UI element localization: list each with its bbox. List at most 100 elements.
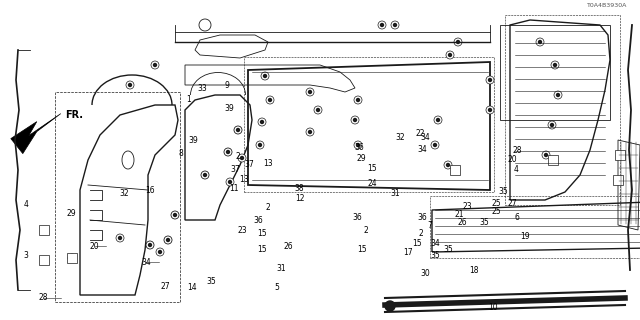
- Circle shape: [356, 99, 360, 101]
- Text: 37: 37: [244, 160, 255, 169]
- Text: 13: 13: [239, 175, 250, 184]
- Text: 26: 26: [457, 218, 467, 227]
- Circle shape: [148, 244, 152, 246]
- Circle shape: [449, 53, 451, 57]
- Text: 26: 26: [283, 242, 293, 251]
- Circle shape: [156, 248, 164, 256]
- Text: 15: 15: [356, 245, 367, 254]
- Circle shape: [434, 116, 442, 124]
- Text: 19: 19: [520, 232, 530, 241]
- Text: 22: 22: [415, 129, 424, 138]
- Text: 33: 33: [197, 84, 207, 93]
- Text: 16: 16: [145, 186, 155, 195]
- Bar: [55, 92, 180, 302]
- Text: 4: 4: [513, 165, 518, 174]
- Circle shape: [256, 141, 264, 149]
- Text: 30: 30: [420, 269, 431, 278]
- Circle shape: [154, 63, 157, 67]
- Text: 38: 38: [294, 184, 305, 193]
- Circle shape: [378, 21, 386, 29]
- Text: 35: 35: [479, 218, 489, 227]
- Text: 5: 5: [274, 284, 279, 292]
- Circle shape: [536, 38, 544, 46]
- Text: 23: 23: [237, 226, 247, 235]
- Circle shape: [146, 241, 154, 249]
- Circle shape: [354, 96, 362, 104]
- Text: 15: 15: [257, 229, 268, 238]
- Circle shape: [446, 51, 454, 59]
- Circle shape: [151, 61, 159, 69]
- Circle shape: [68, 254, 76, 262]
- Text: 11: 11: [229, 184, 238, 193]
- Text: 8: 8: [178, 149, 183, 158]
- Circle shape: [486, 76, 494, 84]
- Text: 2: 2: [419, 229, 424, 238]
- Bar: [450, 165, 460, 175]
- Circle shape: [385, 301, 395, 311]
- Text: 27: 27: [160, 282, 170, 291]
- Text: 32: 32: [396, 133, 406, 142]
- Text: 20: 20: [90, 242, 100, 251]
- Bar: [548, 155, 558, 165]
- Circle shape: [269, 99, 271, 101]
- Text: 2: 2: [364, 226, 369, 235]
- Text: 20: 20: [507, 156, 517, 164]
- Circle shape: [126, 81, 134, 89]
- Bar: [505, 15, 620, 205]
- Circle shape: [447, 164, 449, 166]
- Circle shape: [238, 154, 246, 162]
- Circle shape: [306, 88, 314, 96]
- Circle shape: [258, 118, 266, 126]
- Bar: [67, 253, 77, 263]
- Circle shape: [545, 154, 547, 156]
- Text: 34: 34: [430, 239, 440, 248]
- Bar: [615, 150, 625, 160]
- Circle shape: [444, 161, 452, 169]
- Circle shape: [356, 143, 360, 147]
- Text: 13: 13: [262, 159, 273, 168]
- Text: 3: 3: [23, 252, 28, 260]
- Bar: [430, 196, 640, 258]
- Text: FR.: FR.: [65, 109, 83, 120]
- Text: 10: 10: [488, 303, 498, 312]
- Circle shape: [228, 180, 232, 183]
- Circle shape: [551, 61, 559, 69]
- Text: 7: 7: [428, 221, 433, 230]
- Circle shape: [317, 108, 319, 111]
- Text: 35: 35: [498, 188, 508, 196]
- Text: 25: 25: [492, 199, 502, 208]
- Text: 28: 28: [513, 146, 522, 155]
- Text: 6: 6: [515, 213, 520, 222]
- Text: 39: 39: [224, 104, 234, 113]
- Text: 15: 15: [367, 164, 378, 173]
- Circle shape: [351, 116, 359, 124]
- Circle shape: [259, 143, 262, 147]
- Circle shape: [159, 251, 161, 253]
- Circle shape: [550, 124, 554, 126]
- Circle shape: [433, 143, 436, 147]
- Text: 31: 31: [276, 264, 287, 273]
- Text: 25: 25: [492, 207, 502, 216]
- Circle shape: [164, 236, 172, 244]
- Circle shape: [381, 23, 383, 27]
- Circle shape: [171, 211, 179, 219]
- Text: 15: 15: [412, 239, 422, 248]
- Text: 2: 2: [236, 152, 241, 161]
- Text: 17: 17: [403, 248, 413, 257]
- Circle shape: [488, 108, 492, 111]
- Circle shape: [306, 128, 314, 136]
- Text: 29: 29: [67, 209, 77, 218]
- Circle shape: [486, 106, 494, 114]
- Circle shape: [391, 21, 399, 29]
- Text: 34: 34: [417, 145, 428, 154]
- Circle shape: [199, 19, 211, 31]
- Text: 37: 37: [230, 165, 241, 174]
- Text: 34: 34: [420, 133, 430, 142]
- Circle shape: [554, 63, 557, 67]
- Text: 9: 9: [224, 81, 229, 90]
- Text: 35: 35: [430, 252, 440, 260]
- Text: 36: 36: [355, 143, 365, 152]
- Bar: [39, 255, 49, 265]
- Circle shape: [260, 121, 264, 124]
- Text: 21: 21: [455, 210, 464, 219]
